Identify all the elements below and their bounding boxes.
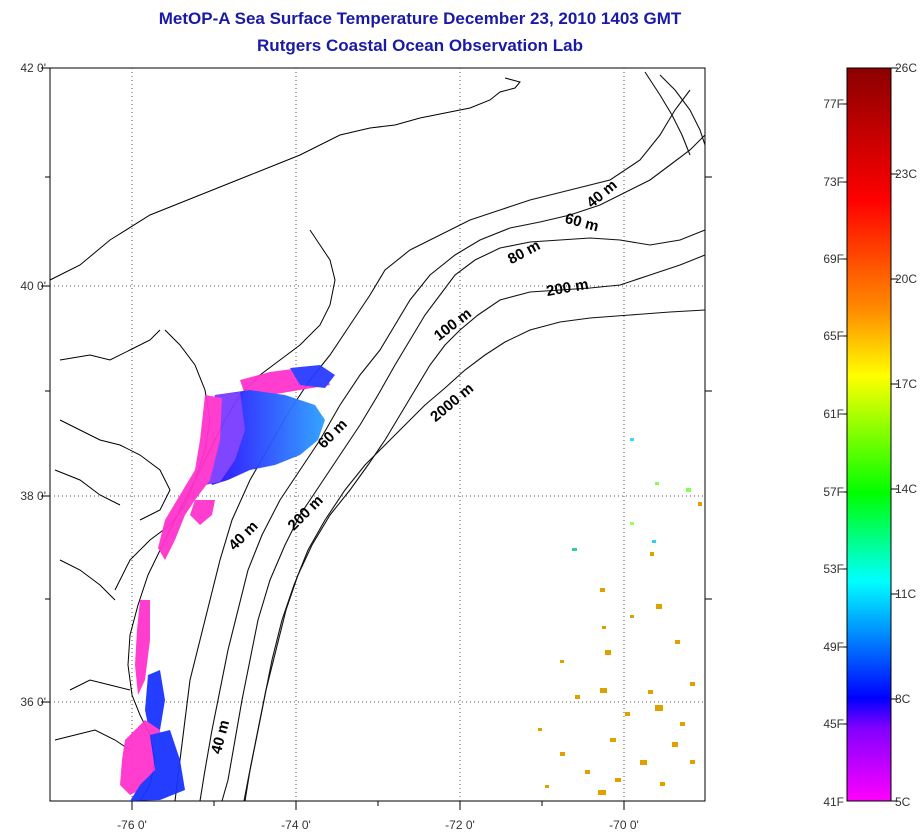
contour-label: 80 m: [505, 237, 543, 268]
colorbar-c-label: 5C: [895, 795, 911, 809]
colorbar-ticks: [840, 67, 898, 802]
lat-tick-label: 40 0': [20, 279, 46, 293]
colorbar-c-label: 8C: [895, 692, 911, 706]
colorbar-c-label: 17C: [895, 377, 918, 391]
colorbar-f-label: 53F: [823, 562, 844, 576]
sst-scatter-pixels: [538, 438, 702, 795]
colorbar-f-label: 57F: [823, 485, 844, 499]
lon-tick-label: -70 0': [609, 818, 639, 832]
lat-tick-label: 42 0': [20, 61, 46, 75]
colorbar-f-label: 61F: [823, 407, 844, 421]
lon-tick-label: -74 0': [281, 818, 311, 832]
colorbar-f-label: 41F: [823, 795, 844, 809]
map-subtitle: Rutgers Coastal Ocean Observation Lab: [257, 36, 583, 55]
tick-marks: [41, 67, 712, 810]
contour-label: 60 m: [563, 210, 600, 235]
colorbar: [846, 67, 892, 802]
lon-tick-label: -76 0': [117, 818, 147, 832]
colorbar-f-label: 65F: [823, 329, 844, 343]
colorbar-f-label: 45F: [823, 717, 844, 731]
colorbar-f-label: 69F: [823, 252, 844, 266]
lat-tick-label: 36 0': [20, 695, 46, 709]
colorbar-c-label: 23C: [895, 167, 918, 181]
contour-label: 100 m: [431, 305, 475, 345]
contour-label: 2000 m: [427, 380, 477, 426]
sst-swath: [120, 365, 335, 801]
isobaths: [174, 71, 706, 802]
lat-tick-label: 38 0': [20, 489, 46, 503]
colorbar-c-label: 20C: [895, 272, 918, 286]
colorbar-c-label: 14C: [895, 482, 918, 496]
colorbar-c-label: 26C: [895, 61, 918, 75]
contour-label: 40 m: [208, 718, 233, 755]
contour-label: 200 m: [545, 276, 590, 300]
colorbar-f-label: 73F: [823, 175, 844, 189]
map-title: MetOP-A Sea Surface Temperature December…: [158, 9, 682, 28]
colorbar-f-label: 49F: [823, 640, 844, 654]
colorbar-f-label: 77F: [823, 97, 844, 111]
lon-tick-label: -72 0': [445, 818, 475, 832]
colorbar-c-label: 11C: [895, 587, 917, 601]
contour-label: 40 m: [583, 177, 620, 212]
